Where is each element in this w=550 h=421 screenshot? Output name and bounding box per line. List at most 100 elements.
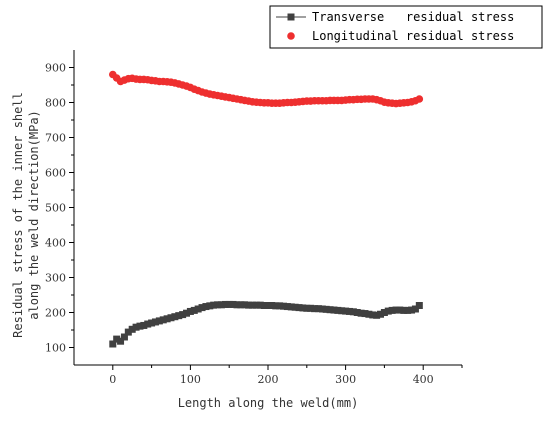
x-tick-label-200: 200 <box>258 373 279 386</box>
y-tick-label-900: 900 <box>45 62 66 75</box>
y-tick-label-600: 600 <box>45 167 66 180</box>
y-tick-label-700: 700 <box>45 132 66 145</box>
x-tick-label-300: 300 <box>335 373 356 386</box>
data-point <box>357 309 365 317</box>
data-point <box>396 306 404 314</box>
x-tick-label-400: 400 <box>413 373 434 386</box>
data-point <box>400 306 408 314</box>
y-axis-title-line-2: along the weld direction(MPa) <box>27 110 41 320</box>
data-point <box>229 300 237 308</box>
data-point <box>272 302 280 310</box>
data-point <box>190 306 198 314</box>
data-point <box>334 306 342 314</box>
data-point <box>322 305 330 313</box>
series-2 <box>109 70 424 108</box>
data-point <box>326 306 334 314</box>
data-point <box>377 310 385 318</box>
data-point <box>214 301 222 309</box>
data-point <box>260 302 268 309</box>
data-point <box>206 302 214 310</box>
data-point <box>338 307 346 315</box>
y-tick-label-400: 400 <box>45 237 66 250</box>
series-1 <box>109 300 423 348</box>
data-point <box>194 305 202 313</box>
legend-box <box>269 5 543 49</box>
legend-marker-series-2 <box>287 32 295 40</box>
data-point <box>411 305 419 313</box>
data-point <box>318 305 326 313</box>
data-point <box>287 303 295 311</box>
data-point <box>217 301 225 309</box>
data-point <box>210 301 218 309</box>
data-point <box>124 328 132 336</box>
data-point <box>113 335 121 343</box>
y-tick-label-100: 100 <box>45 342 66 355</box>
data-point <box>167 314 175 322</box>
data-point <box>311 305 319 313</box>
data-point <box>369 311 377 319</box>
data-point <box>237 301 245 309</box>
data-point <box>307 304 315 312</box>
data-point <box>144 320 152 328</box>
data-point <box>361 310 369 318</box>
legend: Transverse residual stress Longitudinal … <box>269 5 543 49</box>
data-point <box>225 300 233 308</box>
data-point <box>132 323 140 331</box>
x-tick-label-0: 0 <box>109 373 116 386</box>
legend-label-series-1: Transverse residual stress <box>312 10 514 24</box>
plot-area: 0 100 200 300 400 100 200 300 400 500 600 700 800 90… <box>45 50 463 386</box>
y-axis-title-line-1: Residual stress of the inner shell <box>11 92 25 338</box>
data-point <box>120 333 128 341</box>
data-point <box>233 301 241 309</box>
data-point <box>349 308 357 316</box>
data-point <box>268 302 276 309</box>
data-point <box>276 302 284 310</box>
data-point <box>256 301 264 309</box>
data-point <box>128 325 136 333</box>
data-point <box>183 309 191 317</box>
data-point <box>163 315 171 323</box>
series-layer <box>109 70 424 348</box>
data-point <box>342 307 350 315</box>
data-point <box>186 307 194 315</box>
y-tick-label-300: 300 <box>45 272 66 285</box>
data-point <box>264 302 272 309</box>
y-tick-label-500: 500 <box>45 202 66 215</box>
data-point <box>140 321 148 329</box>
data-point <box>252 301 260 309</box>
data-point <box>392 306 400 314</box>
y-tick-label-800: 800 <box>45 97 66 110</box>
data-point <box>245 301 253 309</box>
data-point <box>303 304 311 312</box>
data-point <box>283 303 291 311</box>
x-axis-title: Length along the weld(mm) <box>178 396 359 410</box>
data-point <box>345 307 353 315</box>
data-point <box>248 301 256 309</box>
y-axis-title: Residual stress of the inner shell along… <box>11 92 41 338</box>
y-tick-label-200: 200 <box>45 307 66 320</box>
data-point <box>198 304 206 312</box>
data-point <box>136 322 144 330</box>
data-point <box>241 301 249 309</box>
data-point <box>151 318 159 326</box>
data-point <box>388 306 396 314</box>
data-point <box>202 303 210 311</box>
legend-marker-series-1 <box>287 13 295 21</box>
data-point <box>404 306 412 314</box>
data-point <box>221 300 229 308</box>
data-point <box>171 313 179 321</box>
data-point <box>117 337 125 345</box>
data-point <box>330 306 338 314</box>
data-point <box>155 317 163 325</box>
data-point <box>384 307 392 315</box>
data-point <box>365 310 373 318</box>
data-point <box>280 302 288 310</box>
data-point <box>314 305 322 313</box>
data-point <box>179 311 187 319</box>
data-point <box>109 340 117 348</box>
y-axis-ticks: 100 200 300 400 500 600 700 800 900 <box>45 62 74 355</box>
data-point <box>353 309 361 316</box>
data-point <box>299 304 307 312</box>
data-point <box>380 309 388 316</box>
